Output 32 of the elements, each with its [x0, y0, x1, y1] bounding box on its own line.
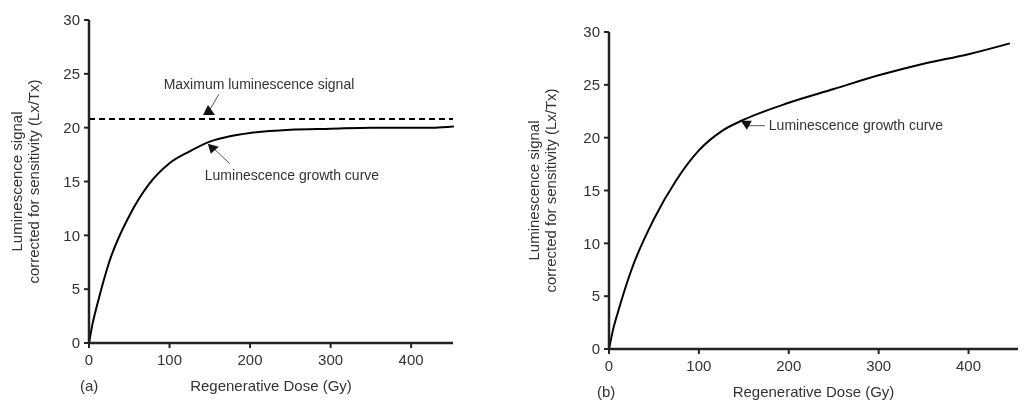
- x-tick-label: 300: [318, 351, 344, 368]
- text: (a): [80, 377, 99, 394]
- x-tick-label: 200: [237, 351, 263, 368]
- y-tick-label: 5: [71, 280, 80, 298]
- y-axis-title: Luminescence signal corrected for sensitivity (Lx/Tx): [525, 88, 559, 293]
- annotation: Luminescence growth curve: [768, 116, 944, 133]
- x-tick-label: 0: [604, 357, 614, 374]
- x-tick-label: 100: [686, 357, 712, 374]
- x-axis-title: Regenerative Dose (Gy): [732, 383, 895, 400]
- y-tick-label: 10: [63, 226, 80, 244]
- x-tick-label: 300: [866, 357, 892, 374]
- y-tick-label: 5: [591, 287, 600, 305]
- y-tick-label: 15: [583, 181, 600, 199]
- ref-line-label: Maximum luminescence signal: [163, 76, 355, 93]
- y-tick-label: 20: [583, 128, 600, 146]
- x-tick-label: 200: [776, 357, 802, 374]
- x-tick-label: 0: [84, 351, 94, 368]
- x-tick-label: 400: [956, 357, 982, 374]
- x-tick-label: 100: [157, 351, 183, 368]
- annotation: Luminescence growth curve: [204, 166, 380, 183]
- y-axis-title: Luminescence signal corrected for sensitivity (Lx/Tx): [8, 79, 42, 284]
- y-tick-label: 20: [63, 118, 80, 136]
- y-tick-label: 10: [583, 234, 600, 252]
- x-tick-label: 400: [398, 351, 424, 368]
- x-axis-title: Regenerative Dose (Gy): [190, 377, 352, 394]
- y-tick-label: 25: [63, 65, 80, 83]
- text: (b): [597, 383, 616, 400]
- y-tick-label: 15: [63, 172, 80, 190]
- y-tick-label: 0: [71, 334, 80, 352]
- y-tick-label: 30: [63, 11, 80, 29]
- y-tick-label: 25: [583, 76, 600, 94]
- y-tick-label: 30: [583, 23, 600, 41]
